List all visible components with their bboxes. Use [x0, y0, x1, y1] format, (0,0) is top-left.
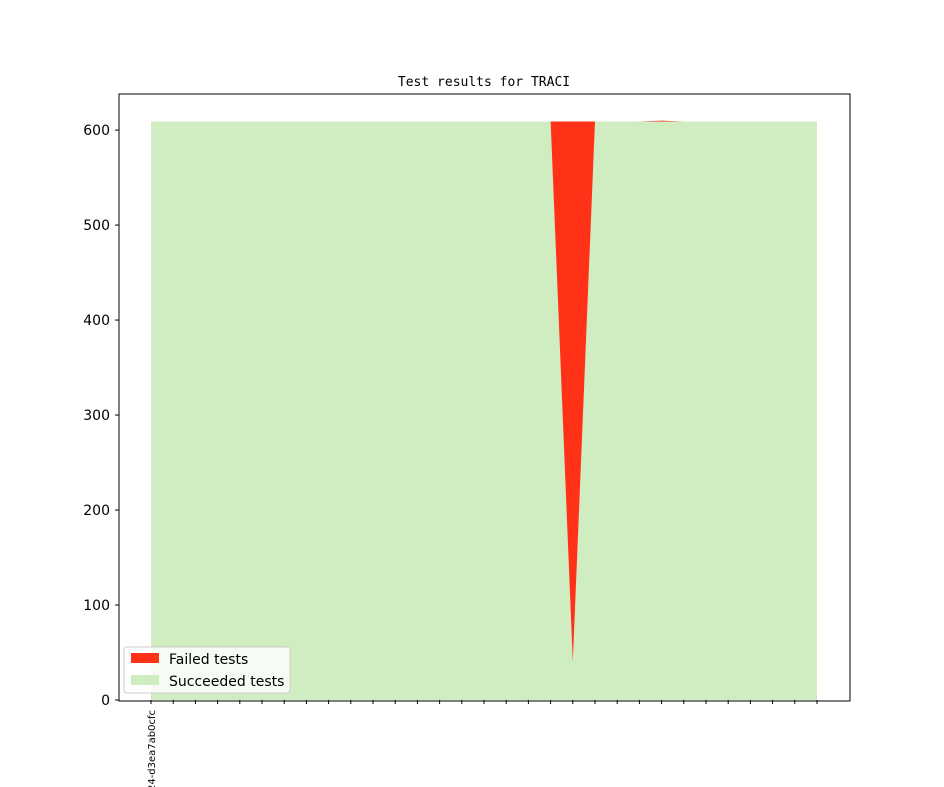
legend-box: [123, 646, 291, 694]
chart-title: Test results for TRACI: [398, 75, 570, 90]
y-tick-label: 0: [101, 693, 110, 709]
y-tick-label: 100: [83, 598, 110, 614]
y-tick-label: 600: [83, 123, 110, 139]
x-tick-label: 24-d3ea7ab0cfc: [147, 710, 158, 787]
y-tick-label: 500: [83, 218, 110, 234]
y-tick-label: 300: [83, 408, 110, 424]
y-axis: 0 100 200 300 400 500 600: [83, 123, 119, 709]
legend-label-failed: Failed tests: [169, 652, 248, 668]
y-tick-label: 200: [83, 503, 110, 519]
legend-swatch-failed: [131, 653, 159, 663]
area-layer: [151, 120, 817, 700]
legend: Failed tests Succeeded tests: [123, 646, 291, 694]
series-area-succeeded: [151, 121, 817, 700]
y-tick-label: 400: [83, 313, 110, 329]
legend-label-succeeded: Succeeded tests: [169, 674, 284, 690]
legend-swatch-succeeded: [131, 675, 159, 685]
plot-frame: [118, 93, 851, 702]
